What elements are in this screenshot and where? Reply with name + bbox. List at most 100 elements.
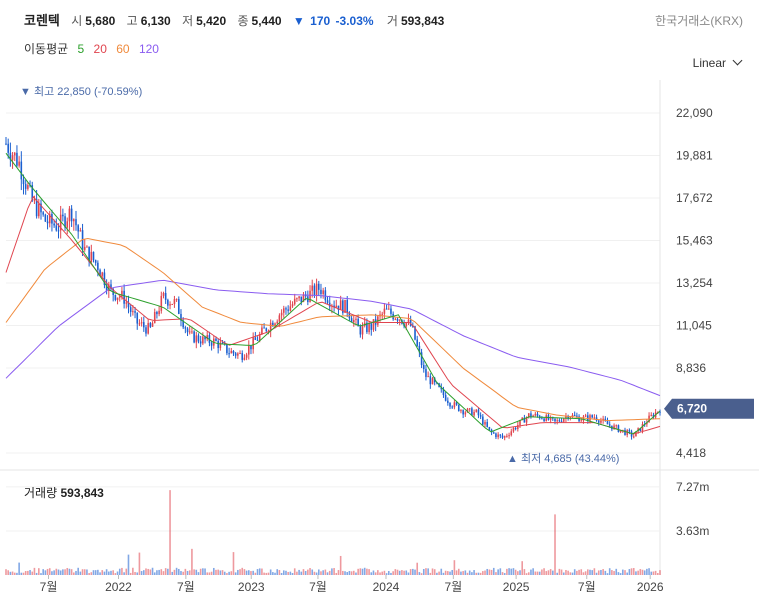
volume-bar	[652, 571, 655, 575]
candle-body	[460, 410, 462, 412]
volume-bar	[331, 568, 333, 575]
candle-body	[630, 431, 633, 437]
ma120-legend[interactable]: 120	[138, 42, 159, 56]
candle-body	[582, 416, 585, 421]
volume-bar	[571, 572, 574, 575]
volume-bar	[285, 570, 287, 575]
candle-body	[350, 318, 353, 323]
stock-name: 코렌텍	[24, 13, 60, 28]
volume-bar	[173, 569, 176, 575]
candle-body	[62, 214, 64, 217]
volume-bar	[35, 572, 38, 575]
volume-bar	[608, 568, 611, 575]
candle-body	[361, 325, 364, 335]
candle-body	[70, 208, 73, 222]
volume-bar	[243, 569, 246, 575]
volume-bar	[40, 573, 42, 575]
volume-bar	[602, 569, 604, 575]
volume-bar	[204, 568, 206, 575]
volume-bar	[27, 570, 29, 575]
ma20-legend[interactable]: 20	[93, 42, 107, 56]
volume-bar	[547, 570, 550, 575]
candle-body	[422, 365, 425, 370]
candle-body	[302, 294, 305, 302]
candle-body	[169, 304, 171, 306]
candle-body	[560, 421, 563, 423]
high-annotation: ▼ 최고 22,850 (-70.59%)	[20, 85, 142, 98]
candle-body	[243, 357, 246, 360]
candle-body	[101, 272, 104, 276]
candle-body	[484, 421, 486, 425]
candle-body	[184, 327, 187, 329]
volume-bar	[578, 569, 580, 575]
volume-bar	[237, 569, 239, 575]
volume-bar	[414, 569, 416, 575]
candle-body	[315, 283, 318, 296]
volume-bar	[335, 572, 338, 575]
candle-body	[75, 219, 77, 226]
candle-body	[523, 417, 526, 423]
volume-bar	[587, 569, 589, 575]
volume-bar	[24, 571, 27, 575]
candle-body	[33, 199, 36, 201]
open-value: 5,680	[85, 14, 116, 28]
candle-body	[576, 415, 578, 417]
candle-body	[409, 319, 412, 326]
volume-bar	[118, 568, 121, 575]
volume-bar	[232, 552, 235, 575]
candle-body	[565, 416, 567, 419]
volume-bar	[88, 573, 90, 575]
candle-body	[138, 323, 141, 325]
candle-body	[646, 422, 648, 425]
candle-body	[269, 322, 272, 332]
volume-bar	[357, 568, 359, 575]
candle-body	[105, 285, 108, 291]
candle-body	[197, 335, 200, 342]
volume-bar	[567, 570, 569, 575]
candle-body	[335, 305, 338, 308]
candle-body	[13, 152, 16, 156]
volume-bar	[418, 572, 421, 575]
candle-body	[114, 294, 117, 300]
volume-bar	[291, 573, 294, 575]
candle-body	[471, 408, 473, 416]
candle-body	[385, 308, 388, 310]
candle-body	[88, 246, 90, 262]
volume-bar	[267, 572, 270, 575]
ma60-legend[interactable]: 60	[116, 42, 130, 56]
moving-average-legend: 이동평균 5 20 60 120	[24, 40, 165, 57]
candle-body	[164, 292, 167, 300]
volume-bar	[247, 570, 250, 575]
change-amount: 170	[310, 14, 331, 28]
candle-body	[118, 296, 121, 298]
candle-body	[398, 319, 401, 321]
candle-body	[659, 411, 661, 413]
volume-bar	[64, 569, 66, 575]
scale-dropdown-label: Linear	[692, 56, 726, 70]
volume-bar	[506, 568, 508, 575]
volume-bar	[429, 572, 432, 575]
candle-body	[129, 307, 132, 312]
volume-bar	[538, 571, 541, 575]
volume-bar	[366, 568, 368, 575]
volume-bar	[639, 569, 642, 575]
ma5-legend[interactable]: 5	[77, 42, 85, 56]
volume-bar	[346, 572, 349, 575]
change-value: ▼ 170 -3.03%	[293, 14, 376, 28]
volume-bar	[197, 572, 200, 575]
scale-dropdown[interactable]: Linear	[692, 55, 743, 70]
candle-body	[543, 418, 545, 422]
candle-body	[486, 421, 489, 427]
candle-body	[285, 308, 287, 310]
volume-bar	[560, 569, 563, 575]
candle-body	[274, 323, 276, 327]
candle-body	[57, 230, 60, 232]
candle-body	[191, 331, 193, 333]
candle-body	[475, 409, 478, 412]
candle-body	[584, 415, 587, 417]
candle-body	[73, 219, 75, 222]
candle-body	[193, 331, 195, 343]
candle-body	[488, 426, 491, 430]
candle-body	[66, 221, 69, 228]
